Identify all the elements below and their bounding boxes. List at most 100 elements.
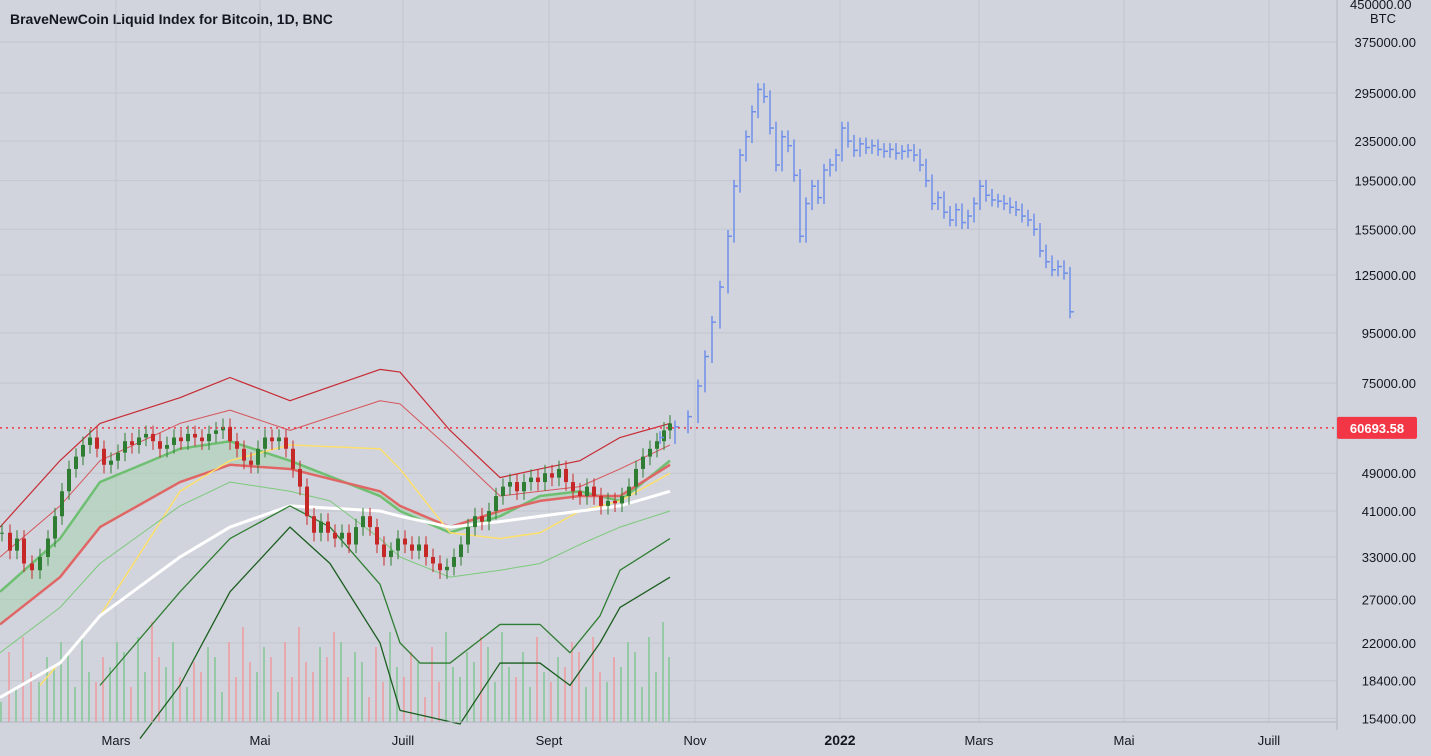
volume-bar (270, 657, 272, 722)
volume-bar (326, 657, 328, 722)
volume-bar (648, 637, 650, 722)
volume-bar (123, 652, 125, 722)
price-body (571, 482, 575, 492)
price-body (102, 448, 106, 465)
price-body (480, 516, 484, 522)
y-tick-label: 95000.00 (1362, 326, 1416, 341)
price-body (193, 433, 197, 438)
volume-bar (466, 652, 468, 722)
price-body (123, 441, 127, 453)
volume-bar (165, 667, 167, 722)
volume-bar (81, 637, 83, 722)
price-body (668, 423, 672, 431)
volume-bar (0, 702, 2, 722)
price-body (144, 433, 148, 438)
price-body (354, 527, 358, 545)
volume-bar (284, 642, 286, 722)
y-tick-label: 49000.00 (1362, 466, 1416, 481)
price-body (543, 473, 547, 483)
volume-bar (459, 677, 461, 722)
price-body (298, 468, 302, 487)
volume-bar (130, 687, 132, 722)
price-body (655, 441, 659, 449)
x-tick-label: 2022 (824, 732, 855, 748)
volume-bar (200, 672, 202, 722)
price-body (151, 433, 155, 442)
volume-bar (494, 682, 496, 722)
price-body (130, 441, 134, 445)
price-body (438, 563, 442, 571)
volume-bar (221, 692, 223, 722)
price-body (452, 556, 456, 567)
price-body (613, 500, 617, 504)
volume-bar (599, 672, 601, 722)
volume-bar (214, 657, 216, 722)
volume-bar (102, 657, 104, 722)
price-body (312, 516, 316, 533)
price-body (179, 437, 183, 442)
y-tick-label: 75000.00 (1362, 376, 1416, 391)
volume-bars (0, 622, 670, 722)
volume-bar (354, 652, 356, 722)
price-body (508, 482, 512, 487)
volume-bar (368, 697, 370, 722)
price-body (529, 477, 533, 483)
volume-bar (396, 667, 398, 722)
volume-bar (578, 652, 580, 722)
price-body (494, 496, 498, 511)
volume-bar (550, 682, 552, 722)
volume-bar (88, 672, 90, 722)
price-body (606, 500, 610, 506)
price-body (242, 448, 246, 461)
price-body (30, 563, 34, 571)
price-body (473, 516, 477, 528)
volume-bar (620, 667, 622, 722)
volume-bar (641, 687, 643, 722)
volume-bar (501, 632, 503, 722)
y-tick-label: 125000.00 (1355, 268, 1416, 283)
volume-bar (445, 632, 447, 722)
y-tick-label: 27000.00 (1362, 592, 1416, 607)
volume-bar (431, 647, 433, 722)
price-body (81, 444, 85, 457)
volume-bar (38, 682, 40, 722)
volume-bar (585, 687, 587, 722)
volume-bar (60, 642, 62, 722)
price-body (38, 556, 42, 571)
grid-lines (0, 0, 1337, 722)
price-body (165, 444, 169, 449)
price-body (396, 538, 400, 551)
price-body (186, 433, 190, 442)
volume-bar (312, 672, 314, 722)
volume-bar (557, 657, 559, 722)
price-body (0, 532, 4, 534)
y-tick-label: 375000.00 (1355, 35, 1416, 50)
volume-bar (655, 672, 657, 722)
volume-bar (340, 642, 342, 722)
y-tick-label: 155000.00 (1355, 222, 1416, 237)
price-body (592, 486, 596, 497)
band-lower1 (0, 481, 671, 654)
volume-bar (361, 662, 363, 722)
price-body (8, 532, 12, 551)
y-tick-top: 450000.00 (1350, 0, 1411, 12)
y-tick-label: 295000.00 (1355, 86, 1416, 101)
price-body (515, 482, 519, 492)
volume-bar (277, 692, 279, 722)
y-tick-label: 235000.00 (1355, 134, 1416, 149)
price-body (487, 511, 491, 522)
price-body (403, 538, 407, 545)
time-axis[interactable]: Mars Mai Juill Sept Nov 2022 Mars Mai Juill (0, 721, 1337, 748)
y-tick-label: 195000.00 (1355, 174, 1416, 189)
price-body (270, 437, 274, 442)
price-body (627, 486, 631, 497)
price-axis[interactable]: 375000.00 295000.00 235000.00 195000.00 1550… (1336, 0, 1416, 730)
price-body (599, 496, 603, 506)
volume-bar (403, 677, 405, 722)
volume-bar (515, 677, 517, 722)
price-body (417, 544, 421, 551)
price-body (536, 477, 540, 483)
volume-bar (298, 627, 300, 722)
volume-bar (207, 647, 209, 722)
